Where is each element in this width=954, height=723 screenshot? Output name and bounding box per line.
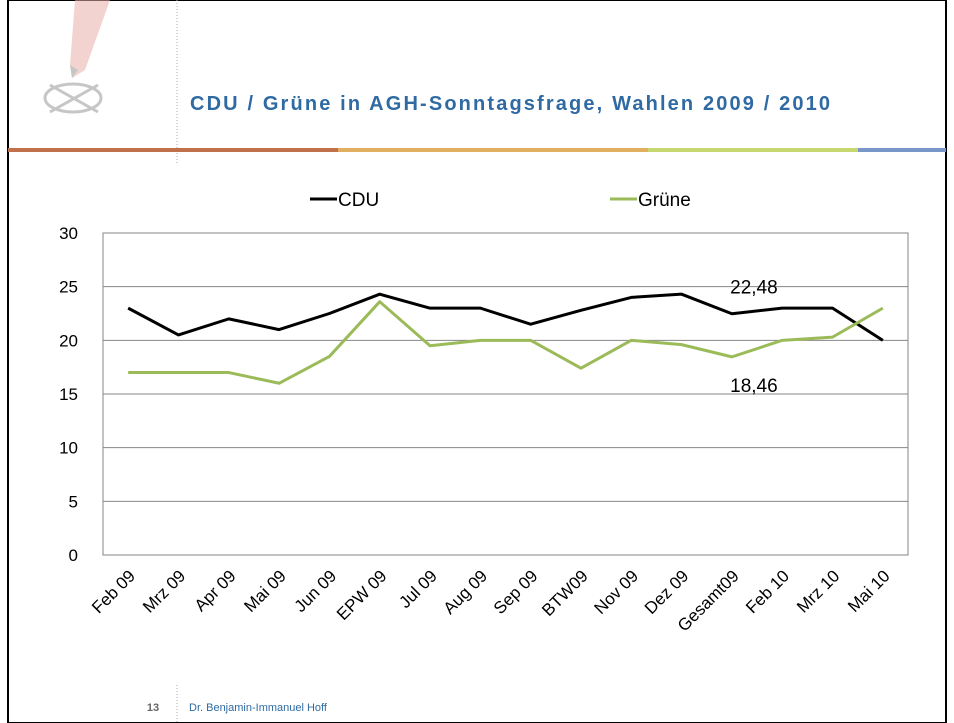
data-label: 18,46 [730,376,778,397]
y-tick-label: 5 [69,492,78,511]
slide-number: 13 [147,702,159,714]
y-tick-label: 0 [69,546,78,565]
title-rule [8,148,946,152]
y-tick-label: 20 [59,331,78,350]
slide-title: CDU / Grüne in AGH-Sonntagsfrage, Wahlen… [190,93,830,115]
y-tick-label: 10 [59,439,78,458]
y-tick-label: 25 [59,278,78,297]
y-tick-label: 15 [59,385,78,404]
legend-label: CDU [338,190,379,211]
legend-label: Grüne [638,190,691,211]
slide: CDU / Grüne in AGH-Sonntagsfrage, Wahlen… [0,0,954,723]
y-tick-label: 30 [59,224,78,243]
data-label: 22,48 [730,278,778,299]
author: Dr. Benjamin-Immanuel Hoff [189,702,328,714]
